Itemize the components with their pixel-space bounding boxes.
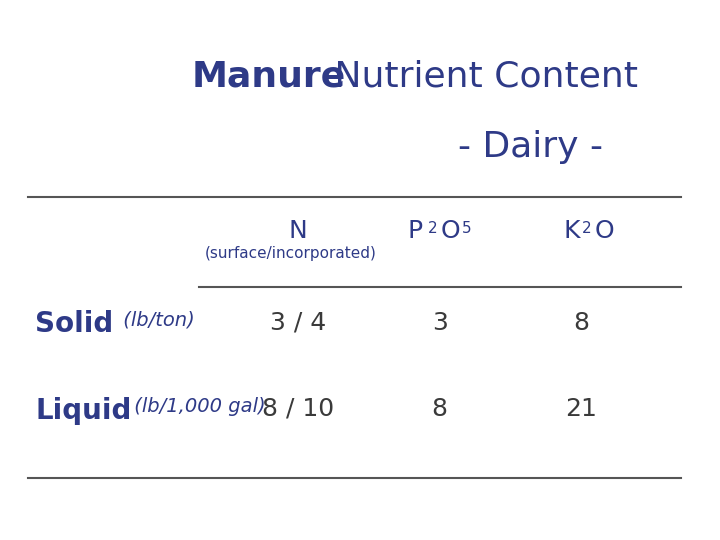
Text: O: O [595, 219, 615, 242]
Text: Liquid: Liquid [35, 397, 132, 425]
Text: P: P [408, 219, 423, 242]
Text: N: N [289, 219, 307, 242]
Text: (lb/1,000 gal): (lb/1,000 gal) [127, 397, 265, 416]
Text: 5: 5 [462, 221, 472, 237]
Text: 21: 21 [565, 397, 598, 421]
Text: Nutrient Content: Nutrient Content [323, 59, 638, 93]
Text: 3: 3 [432, 310, 448, 334]
Text: 8: 8 [573, 310, 590, 334]
Text: (surface/incorporated): (surface/incorporated) [204, 246, 377, 261]
Text: - Dairy -: - Dairy - [458, 130, 603, 164]
Text: Manure: Manure [192, 59, 346, 93]
Text: 2: 2 [428, 221, 437, 237]
Text: O: O [441, 219, 460, 242]
Text: Solid: Solid [35, 310, 114, 339]
Text: 3 / 4: 3 / 4 [270, 310, 326, 334]
Text: K: K [564, 219, 580, 242]
Text: 8 / 10: 8 / 10 [262, 397, 334, 421]
Text: 2: 2 [582, 221, 592, 237]
Text: (lb/ton): (lb/ton) [117, 310, 194, 329]
Text: 8: 8 [432, 397, 448, 421]
